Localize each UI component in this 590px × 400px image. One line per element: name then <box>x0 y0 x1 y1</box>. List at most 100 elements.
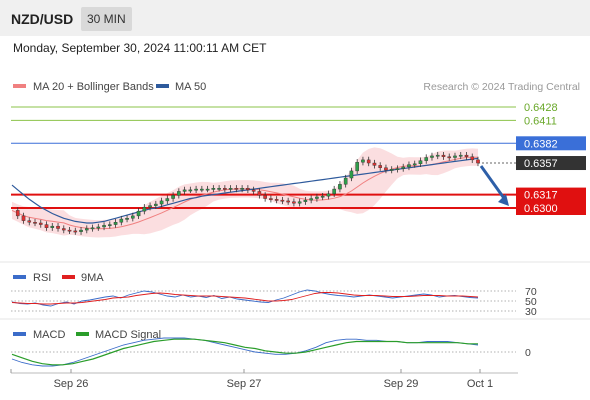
candle-body <box>182 189 187 192</box>
candle-body <box>131 215 135 219</box>
candle-body <box>389 169 394 171</box>
macd-legend-label: MACD <box>33 329 65 341</box>
candle-body <box>84 228 89 231</box>
candle-body <box>418 160 423 165</box>
candle-body <box>246 188 250 191</box>
candle-body <box>27 220 32 223</box>
candle-body <box>165 198 170 202</box>
macd-signal-legend-swatch <box>76 332 89 336</box>
rsi-legend-label: RSI <box>33 272 51 284</box>
candle-body <box>125 218 129 220</box>
rsi-legend-swatch <box>13 275 26 279</box>
candle-body <box>205 188 210 191</box>
candle-body <box>159 200 164 205</box>
candle-body <box>343 177 348 185</box>
candle-body <box>67 229 72 232</box>
ma50-legend-label: MA 50 <box>175 81 206 93</box>
candle-body <box>154 203 158 206</box>
candle-body <box>251 189 256 192</box>
candle-body <box>96 226 101 229</box>
candle-body <box>56 225 60 229</box>
symbol-title: NZD/USD <box>11 11 74 27</box>
forecast-arrow-shaft <box>479 165 508 202</box>
candle-body <box>240 188 244 190</box>
macd-signal-line <box>11 338 478 366</box>
price-levels-layer <box>11 106 516 209</box>
interval-badge[interactable]: 30 MIN <box>81 7 132 31</box>
candle-body <box>384 167 388 171</box>
level-tag-0-6382 <box>516 136 586 151</box>
level-label-0-6317: 0.6317 <box>524 190 558 202</box>
macd-signal-legend-label: MACD Signal <box>95 329 161 341</box>
candle-body <box>136 210 141 217</box>
candle-body <box>401 166 406 169</box>
main-legend: MA 20 + Bollinger Bands MA 50 Research ©… <box>13 81 580 93</box>
bollinger-band-layer <box>12 147 478 238</box>
candle-body <box>470 156 475 161</box>
candle-body <box>119 218 124 223</box>
rsi-level-label: 70 <box>525 286 537 298</box>
macd-legend: MACD MACD Signal <box>13 329 161 341</box>
candle-body <box>320 195 325 198</box>
level-label-0-6428: 0.6428 <box>524 102 558 114</box>
watermark: Research © 2024 Trading Central <box>423 81 580 93</box>
candle-body <box>412 163 417 166</box>
candle-body <box>269 198 273 200</box>
rsi-line <box>11 289 479 307</box>
rsi-ma-legend-swatch <box>62 275 75 279</box>
candle-body <box>217 188 221 190</box>
candle-body <box>435 154 440 157</box>
candle-body <box>274 199 279 201</box>
candle-body <box>257 191 262 196</box>
rsi-ma-line <box>11 292 479 305</box>
moving-average-layer <box>11 156 479 230</box>
candle-body <box>21 215 26 221</box>
candle-body <box>309 198 313 201</box>
ma20-legend-label: MA 20 + Bollinger Bands <box>33 81 154 93</box>
macd-legend-swatch <box>13 332 26 336</box>
ma50-line <box>11 157 479 224</box>
level-tag-0-6300 <box>516 201 586 215</box>
datetime-label: Monday, September 30, 2024 11:00:11 AM C… <box>13 41 267 55</box>
rsi-ma-legend-label: 9MA <box>81 272 104 284</box>
rsi-legend: RSI 9MA <box>13 272 104 284</box>
forecast-arrow-layer <box>479 165 509 206</box>
candle-body <box>211 188 216 190</box>
candle-body <box>79 229 83 232</box>
candle-body <box>372 162 377 166</box>
macd-zero-label: 0 <box>525 347 531 359</box>
level-label-0-6382: 0.6382 <box>524 138 558 150</box>
candle-body <box>326 193 331 197</box>
current-price-tag <box>516 156 586 171</box>
x-tick-label: Sep 27 <box>227 378 262 390</box>
bollinger-band-fill <box>12 147 478 238</box>
candle-body <box>50 225 55 228</box>
candle-body <box>315 196 319 199</box>
candle-body <box>361 159 365 163</box>
rsi-level-label: 30 <box>525 306 537 318</box>
candle-body <box>194 188 198 191</box>
candle-body <box>44 224 49 228</box>
candle-body <box>458 154 463 157</box>
candlestick-layer <box>15 151 480 235</box>
candle-body <box>38 222 43 225</box>
candle-body <box>263 195 267 199</box>
candle-body <box>142 207 147 212</box>
x-axis-labels: Sep 26 Sep 27 Sep 29 Oct 1 <box>10 369 493 390</box>
candle-body <box>424 157 429 161</box>
candle-body <box>90 227 95 230</box>
ma50-legend-swatch <box>156 84 169 88</box>
candle-body <box>378 165 382 168</box>
candle-body <box>447 156 452 159</box>
candle-body <box>349 170 354 179</box>
candle-body <box>355 162 359 172</box>
candle-body <box>441 154 446 157</box>
candle-body <box>286 200 290 203</box>
candle-body <box>188 189 193 192</box>
chart-panel <box>0 36 590 400</box>
ma20-line <box>11 156 479 230</box>
x-tick-label: Sep 29 <box>384 378 419 390</box>
candle-body <box>395 168 400 170</box>
